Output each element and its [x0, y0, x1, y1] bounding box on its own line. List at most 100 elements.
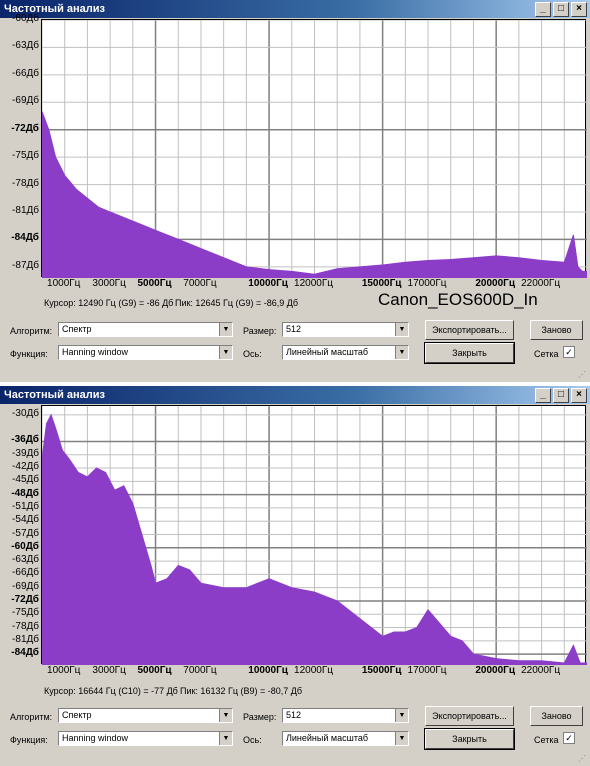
close-icon[interactable]: ×: [571, 388, 587, 403]
y-tick-label: -69Дб: [12, 95, 39, 107]
function-select[interactable]: Hanning window ▼: [58, 345, 233, 360]
y-tick-label: -78Дб: [12, 620, 39, 632]
dropdown-arrow-icon[interactable]: ▼: [395, 346, 408, 359]
spectrum-chart: [42, 406, 587, 665]
y-tick-label: -54Дб: [12, 514, 39, 526]
function-select[interactable]: Hanning window ▼: [58, 731, 233, 746]
x-tick-label: 17000Гц: [407, 278, 447, 289]
size-select[interactable]: 512 ▼: [282, 322, 409, 337]
algorithm-select[interactable]: Спектр ▼: [58, 322, 233, 337]
x-tick-label: 17000Гц: [407, 665, 447, 676]
export-button[interactable]: Экспортировать...: [425, 706, 514, 726]
algorithm-value: Спектр: [62, 324, 92, 334]
x-tick-label: 3000Гц: [92, 665, 126, 676]
resize-grip-icon[interactable]: ⋰: [578, 370, 586, 379]
x-tick-label: 10000Гц: [248, 278, 288, 289]
frequency-analysis-window-1: Частотный анализ _ □ × -60Дб -63Дб -66Дб -6…: [0, 0, 590, 382]
y-tick-label: -39Дб: [12, 447, 39, 459]
algorithm-label: Алгоритм:: [10, 712, 53, 722]
y-tick-label: -72Дб: [11, 593, 39, 605]
y-tick-label: -75Дб: [12, 607, 39, 619]
x-tick-label: 1000Гц: [47, 278, 81, 289]
spectrum-plot[interactable]: [41, 19, 587, 278]
dropdown-arrow-icon[interactable]: ▼: [219, 709, 232, 722]
dropdown-arrow-icon[interactable]: ▼: [219, 323, 232, 336]
close-button[interactable]: Закрыть: [424, 342, 515, 364]
grid-checkbox[interactable]: ✓: [563, 346, 575, 358]
maximize-icon[interactable]: □: [553, 2, 569, 17]
grid-checkbox[interactable]: ✓: [563, 732, 575, 744]
y-tick-label: -69Дб: [12, 580, 39, 592]
y-tick-label: -42Дб: [12, 461, 39, 473]
grid-label: Сетка: [534, 349, 559, 359]
dropdown-arrow-icon[interactable]: ▼: [395, 323, 408, 336]
size-label: Размер:: [243, 326, 277, 336]
minimize-icon[interactable]: _: [535, 2, 551, 17]
spectrum-chart: [42, 20, 587, 278]
x-tick-label: 15000Гц: [361, 665, 402, 676]
algorithm-value: Спектр: [62, 710, 92, 720]
window-title: Частотный анализ: [4, 3, 105, 15]
frequency-analysis-window-2: Частотный анализ _ □ × -30Дб -36Дб -39Дб -4…: [0, 386, 590, 766]
x-tick-label: 5000Гц: [137, 665, 172, 676]
dropdown-arrow-icon[interactable]: ▼: [219, 732, 232, 745]
x-tick-label: 20000Гц: [475, 665, 515, 676]
axis-select[interactable]: Линейный масштаб ▼: [282, 345, 409, 360]
x-tick-label: 10000Гц: [248, 665, 288, 676]
algorithm-select[interactable]: Спектр ▼: [58, 708, 233, 723]
x-tick-label: 22000Гц: [521, 665, 561, 676]
dropdown-arrow-icon[interactable]: ▼: [395, 732, 408, 745]
window-titlebar[interactable]: Частотный анализ _ □ ×: [0, 0, 590, 18]
window-titlebar[interactable]: Частотный анализ _ □ ×: [0, 386, 590, 404]
spectrum-area: [42, 413, 587, 665]
y-tick-label: -81Дб: [12, 205, 39, 216]
size-value: 512: [286, 324, 302, 334]
redo-button[interactable]: Заново: [530, 320, 583, 340]
close-button[interactable]: Закрыть: [424, 728, 515, 750]
size-value: 512: [286, 710, 302, 720]
peak-readout: Пик: 16132 Гц (B9) = -80,7 Дб: [180, 686, 303, 696]
y-tick-label: -75Дб: [12, 150, 39, 162]
function-label: Функция:: [10, 349, 48, 359]
function-value: Hanning window: [62, 347, 129, 357]
y-tick-label: -66Дб: [12, 567, 39, 579]
minimize-icon[interactable]: _: [535, 388, 551, 403]
y-tick-label: -45Дб: [12, 474, 39, 486]
size-label: Размер:: [243, 712, 277, 722]
window-separator: [0, 382, 590, 386]
y-tick-label: -60Дб: [11, 540, 39, 552]
watermark-text: Canon_EOS600D_In: [378, 290, 538, 309]
algorithm-label: Алгоритм:: [10, 326, 53, 336]
size-select[interactable]: 512 ▼: [282, 708, 409, 723]
export-button[interactable]: Экспортировать...: [425, 320, 514, 340]
spectrum-plot[interactable]: [41, 405, 587, 665]
y-tick-label: -30Дб: [12, 407, 39, 419]
maximize-icon[interactable]: □: [553, 388, 569, 403]
y-tick-label: -63Дб: [12, 554, 39, 566]
dropdown-arrow-icon[interactable]: ▼: [395, 709, 408, 722]
close-icon[interactable]: ×: [571, 2, 587, 17]
dropdown-arrow-icon[interactable]: ▼: [219, 346, 232, 359]
function-label: Функция:: [10, 735, 48, 745]
grid-label: Сетка: [534, 735, 559, 745]
x-tick-label: 15000Гц: [361, 278, 402, 289]
x-tick-label: 12000Гц: [294, 278, 333, 289]
axis-value: Линейный масштаб: [286, 733, 368, 743]
axis-select[interactable]: Линейный масштаб ▼: [282, 731, 409, 746]
x-tick-label: 3000Гц: [92, 278, 126, 289]
y-tick-label: -57Дб: [12, 527, 39, 539]
redo-button[interactable]: Заново: [530, 706, 583, 726]
y-tick-label: -84Дб: [11, 647, 39, 659]
peak-readout: Пик: 12645 Гц (G9) = -86,9 Дб: [175, 298, 299, 308]
y-tick-label: -60Дб: [12, 13, 39, 24]
function-value: Hanning window: [62, 733, 129, 743]
y-tick-label: -78Дб: [12, 177, 39, 189]
x-tick-label: 7000Гц: [183, 665, 217, 676]
x-tick-label: 5000Гц: [137, 278, 172, 289]
cursor-readout: Курсор: 16644 Гц (C10) = -77 Дб: [44, 686, 178, 696]
y-tick-label: -87Дб: [12, 259, 39, 271]
window-title: Частотный анализ: [4, 389, 105, 401]
x-tick-label: 20000Гц: [475, 278, 515, 289]
resize-grip-icon[interactable]: ⋰: [578, 754, 586, 763]
x-tick-label: 22000Гц: [521, 278, 561, 289]
